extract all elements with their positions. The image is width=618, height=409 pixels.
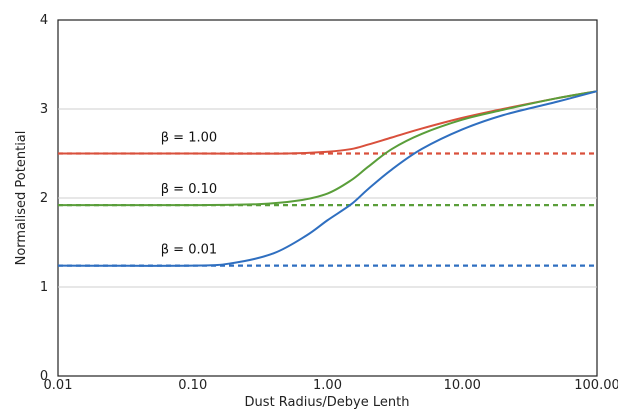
- x-tick-label: 0.10: [178, 378, 207, 393]
- y-tick-labels: 0 1 2 3 4: [40, 13, 48, 384]
- series-label: β = 1.00: [161, 131, 217, 146]
- series-lines: [57, 90, 598, 267]
- y-tick-label: 1: [40, 280, 48, 295]
- x-tick-label: 10.00: [444, 378, 481, 393]
- x-tick-label: 100.00: [574, 378, 618, 393]
- x-tick-labels: 0.01 0.10 1.00 10.00 100.00: [44, 378, 618, 393]
- x-axis-title: Dust Radius/Debye Lenth: [245, 395, 410, 409]
- series-labels: β = 1.00 β = 0.10 β = 0.01: [161, 131, 217, 258]
- series-line: [57, 90, 598, 267]
- series-label: β = 0.01: [161, 243, 217, 258]
- y-axis-title: Normalised Potential: [14, 131, 29, 266]
- x-tick-label: 1.00: [313, 378, 342, 393]
- x-tick-label: 0.01: [44, 378, 73, 393]
- series-label: β = 0.10: [161, 182, 217, 197]
- series-line: [57, 90, 598, 207]
- y-tick-label: 3: [40, 102, 48, 117]
- y-tick-label: 2: [40, 191, 48, 206]
- y-tick-label: 4: [40, 13, 48, 28]
- y-tick-label: 0: [40, 369, 48, 384]
